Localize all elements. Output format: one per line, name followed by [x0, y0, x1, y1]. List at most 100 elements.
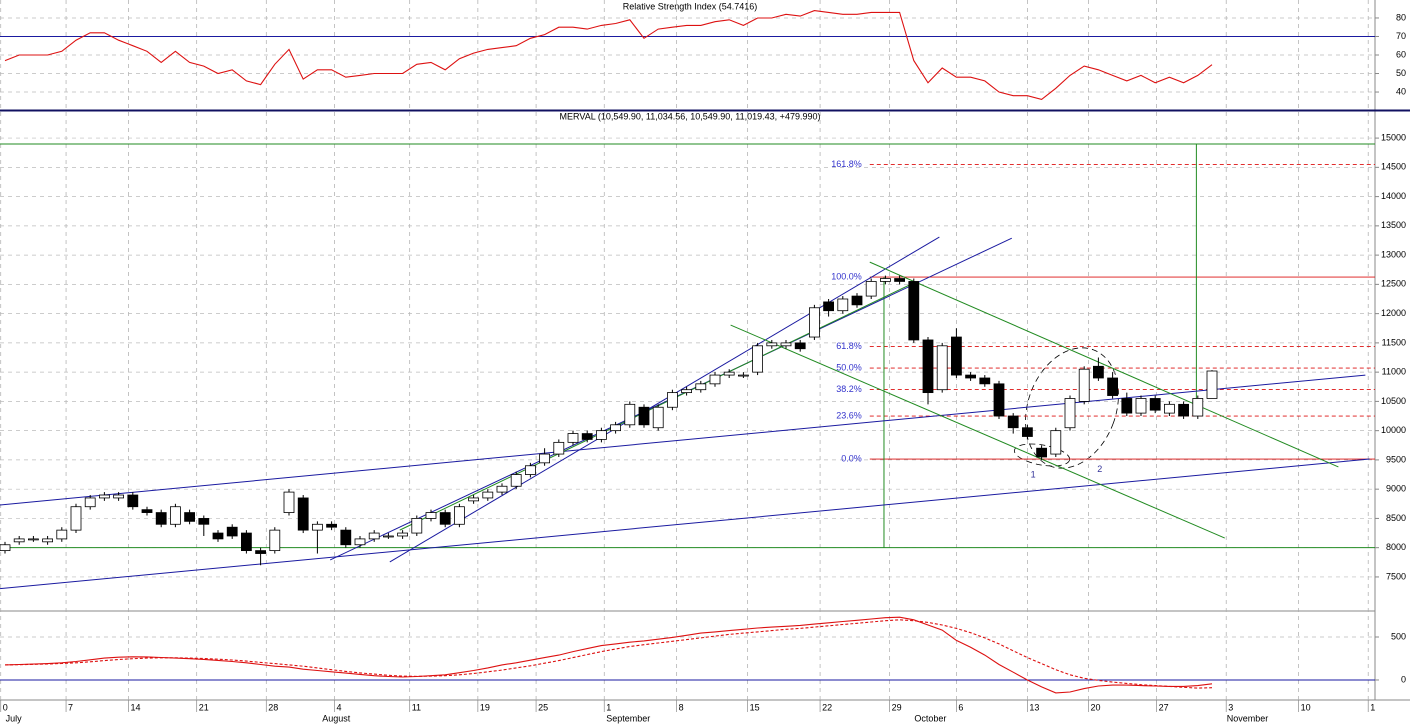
candle-body: [0, 544, 11, 552]
candle-body: [99, 494, 110, 499]
chart-title: Relative Strength Index (54.7416): [623, 1, 758, 11]
month-label: July: [6, 713, 23, 723]
y-tick-label: 11500: [1382, 337, 1406, 347]
candle-body: [354, 538, 366, 546]
fib-label: 50.0%: [836, 362, 862, 372]
fib-label: 100.0%: [831, 271, 862, 281]
candle-body: [297, 497, 309, 531]
candle-body: [1078, 368, 1090, 402]
candle-body: [738, 374, 749, 377]
x-tick-label: 20: [1090, 702, 1100, 712]
candle-body: [127, 494, 139, 508]
candle-body: [951, 336, 962, 376]
x-tick-label: 8: [679, 702, 684, 712]
candle-body: [468, 497, 480, 502]
y-tick-label: 8000: [1386, 542, 1406, 552]
trend-line: [389, 236, 940, 563]
candle-body: [425, 512, 437, 519]
candle-body: [453, 506, 465, 525]
candle-body: [752, 345, 763, 373]
candle-body: [240, 532, 252, 552]
y-tick-label: 15000: [1381, 132, 1406, 142]
candle-body: [610, 424, 621, 432]
candle-body: [667, 392, 678, 408]
fib-label: 0.0%: [841, 453, 862, 463]
candle-body: [56, 529, 68, 540]
x-tick-label: 28: [268, 702, 278, 712]
candle-body: [1206, 370, 1218, 399]
candle-body: [198, 518, 210, 525]
y-tick-label: 10500: [1381, 396, 1406, 406]
x-tick-label: 3: [1228, 702, 1233, 712]
candle-body: [226, 526, 238, 537]
x-tick-label: 15: [750, 702, 760, 712]
candle-body: [525, 465, 536, 475]
candle-body: [936, 345, 948, 391]
candle-body: [695, 383, 707, 391]
series-line: [4, 10, 1213, 101]
candle-body: [397, 532, 409, 537]
candle-body: [155, 512, 167, 525]
x-tick-label: 14: [131, 702, 141, 712]
candle-body: [1107, 377, 1118, 396]
month-label: September: [606, 713, 650, 723]
y-tick-label: 9000: [1386, 484, 1406, 494]
candle-body: [809, 307, 820, 338]
trend-line: [869, 261, 1339, 468]
trend-line: [730, 324, 1225, 539]
y-tick-label: 11000: [1382, 367, 1406, 377]
candle-body: [965, 374, 976, 379]
candle-body: [922, 339, 934, 394]
candle-body: [709, 374, 721, 385]
candle-body: [596, 430, 607, 440]
x-tick-label: 22: [822, 702, 832, 712]
x-tick-label: 1: [606, 702, 611, 712]
candle-body: [411, 518, 423, 534]
y-tick-label: 50: [1396, 68, 1406, 78]
series-line: [4, 619, 1213, 689]
candle-body: [439, 512, 451, 525]
candle-body: [1036, 447, 1047, 458]
trend-line: [0, 374, 1366, 506]
candle-body: [1178, 403, 1189, 417]
candle-body: [766, 342, 778, 347]
y-tick-label: 12500: [1381, 279, 1406, 289]
y-tick-label: 500: [1391, 631, 1406, 641]
candle-body: [382, 535, 394, 538]
fib-label: 61.8%: [836, 341, 862, 351]
candle-body: [567, 433, 579, 443]
candle-body: [908, 281, 920, 341]
y-tick-label: 60: [1396, 49, 1406, 59]
y-tick-label: 13000: [1381, 249, 1406, 259]
candle-body: [553, 441, 565, 455]
candle-body: [42, 538, 53, 543]
x-tick-label: 25: [538, 702, 548, 712]
x-tick-label: 4: [336, 702, 341, 712]
candle-body: [681, 389, 692, 394]
candle-body: [581, 433, 593, 440]
candle-body: [340, 529, 352, 546]
x-tick-label: 11: [412, 702, 421, 712]
candle-body: [255, 550, 267, 554]
y-tick-label: 10000: [1381, 425, 1406, 435]
candle-body: [1093, 365, 1104, 379]
month-label: November: [1227, 713, 1269, 723]
y-tick-label: 14500: [1381, 162, 1406, 172]
candle-body: [837, 298, 849, 312]
highlight-ellipse: [1013, 443, 1071, 467]
candle-body: [141, 509, 153, 513]
candle-body: [27, 538, 39, 541]
candle-body: [780, 342, 792, 347]
candle-body: [794, 342, 806, 350]
candle-body: [880, 278, 891, 282]
y-tick-label: 40: [1396, 86, 1406, 96]
trend-line: [0, 458, 1370, 590]
candle-body: [1192, 398, 1204, 417]
x-tick-label: 27: [1159, 702, 1169, 712]
x-tick-label: 29: [892, 702, 902, 712]
candle-body: [723, 371, 735, 376]
candle-body: [823, 301, 834, 312]
candle-body: [84, 497, 96, 508]
candle-body: [638, 406, 650, 426]
